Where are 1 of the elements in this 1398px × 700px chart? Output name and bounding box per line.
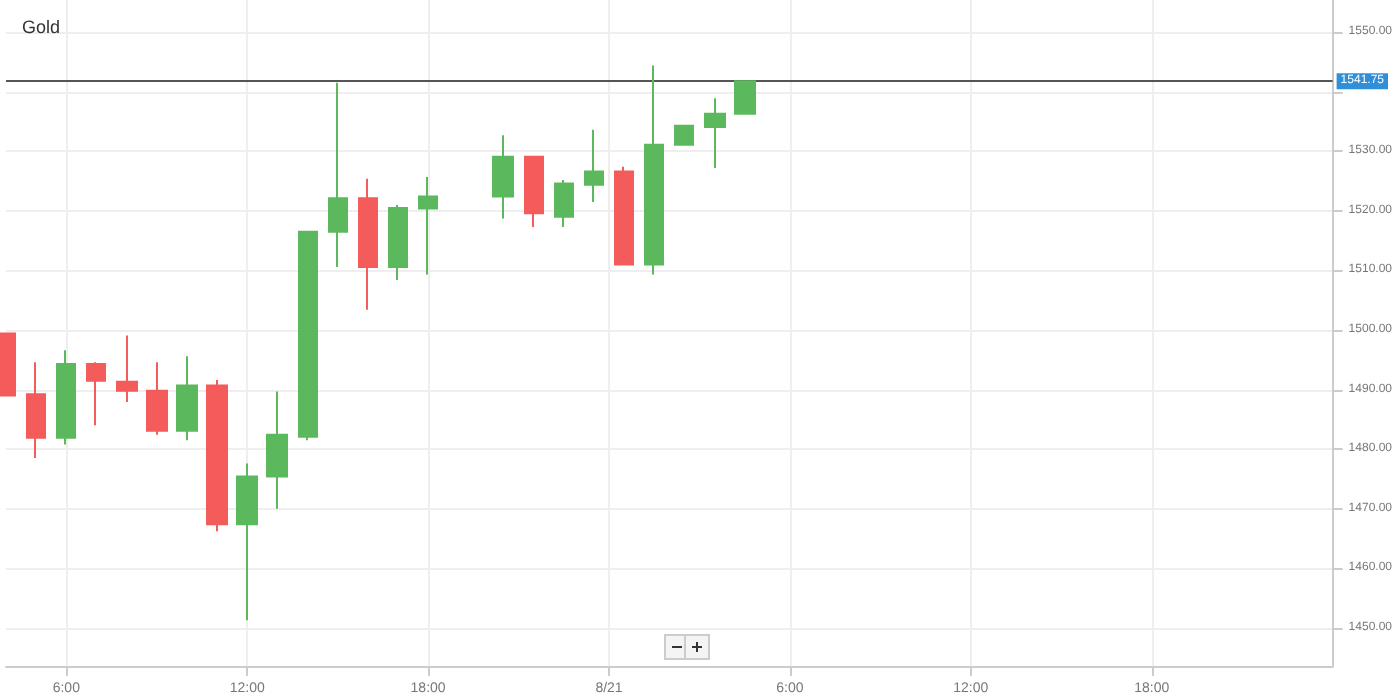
text: Gold — [22, 17, 61, 37]
